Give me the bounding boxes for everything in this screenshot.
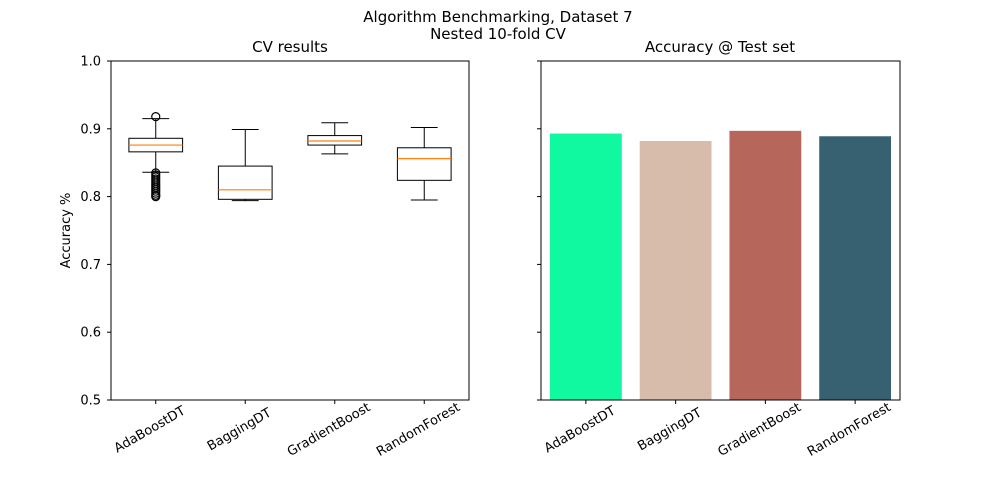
bar-AdaBoostDT	[549, 133, 622, 400]
bar-GradientBoost	[729, 130, 802, 401]
axes-frame	[110, 60, 470, 401]
box-BaggingDT	[217, 128, 273, 202]
x-tick-label: RandomForest	[805, 400, 894, 460]
y-axis-label: Accuracy %	[59, 193, 74, 269]
y-tick-label: 1.0	[80, 55, 101, 70]
box-body	[307, 135, 363, 146]
bar-RandomForest	[819, 136, 892, 400]
axes-frame	[540, 60, 901, 401]
x-tick-label: RandomForest	[374, 400, 463, 460]
y-tick-label: 0.9	[80, 122, 101, 137]
box-body	[396, 147, 452, 181]
box-GradientBoost	[307, 122, 363, 155]
bar-BaggingDT	[639, 141, 712, 400]
x-tick-label: GradientBoost	[715, 400, 803, 460]
x-tick-label: BaggingDT	[635, 406, 704, 455]
box-AdaBoostDT	[128, 111, 184, 202]
figure-suptitle-line1: Algorithm Benchmarking, Dataset 7	[363, 8, 632, 26]
x-tick-label: GradientBoost	[285, 400, 373, 460]
y-tick-label: 0.5	[80, 394, 101, 409]
outlier-point	[151, 111, 161, 122]
x-tick-label: BaggingDT	[205, 406, 274, 455]
panel-title: Accuracy @ Test set	[645, 38, 795, 56]
panel-cv-results: CV results 0.5 0.6 0.7 0.8 0.9 1.0 Accuracy % Ad…	[59, 38, 470, 460]
x-tick-label: AdaBoostDT	[112, 404, 188, 457]
panel-test-accuracy: Accuracy @ Test set AdaBoostDT BaggingDT Gr…	[537, 38, 901, 460]
panel-title: CV results	[252, 38, 328, 56]
figure-suptitle-line2: Nested 10-fold CV	[430, 25, 567, 43]
y-tick-label: 0.8	[80, 190, 101, 205]
outlier-point	[151, 192, 161, 202]
x-tick-label: AdaBoostDT	[542, 404, 618, 457]
y-tick-label: 0.7	[80, 258, 101, 273]
box-body	[217, 165, 273, 200]
box-RandomForest	[396, 126, 452, 201]
y-tick-label: 0.6	[80, 326, 101, 341]
